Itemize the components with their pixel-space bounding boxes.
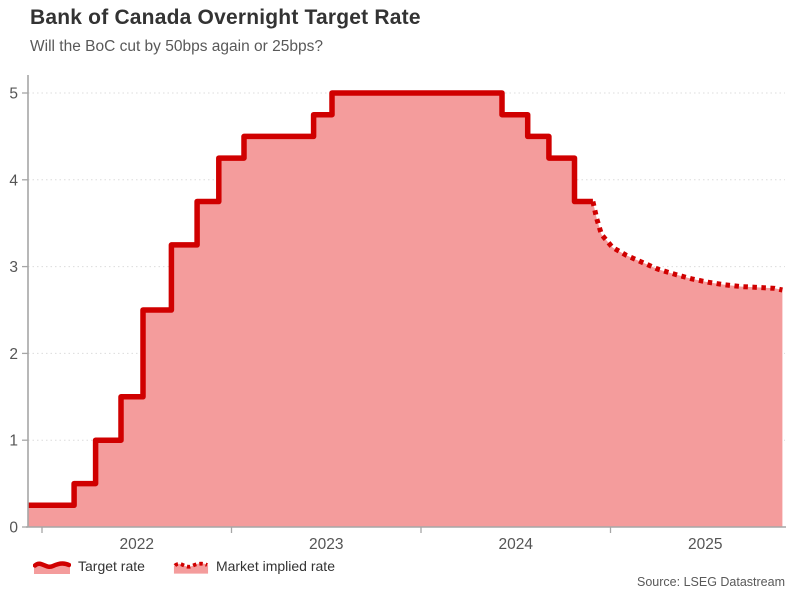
legend-item-target-rate: Target rate [33, 557, 145, 575]
target-rate-swatch-icon [33, 561, 71, 574]
legend-label-target-rate: Target rate [78, 558, 145, 574]
y-tick-label-0: 0 [9, 520, 18, 537]
y-tick-label-2: 2 [9, 346, 18, 363]
legend-item-market-implied-rate: Market implied rate [173, 557, 335, 575]
legend: Target rate Market implied rate [33, 557, 335, 575]
y-tick-label-5: 5 [9, 86, 18, 103]
y-tick-label-4: 4 [9, 172, 18, 189]
market-implied-rate-swatch-icon [173, 561, 208, 574]
source-note: Source: LSEG Datastream [637, 575, 785, 589]
target-rate-line [28, 90, 593, 509]
x-tick-label-2023: 2023 [309, 536, 343, 553]
chart-title: Bank of Canada Overnight Target Rate [30, 6, 421, 29]
y-tick-label-1: 1 [9, 433, 18, 450]
x-tick-label-2025: 2025 [688, 536, 722, 553]
y-tick-label-3: 3 [9, 259, 18, 276]
x-tick-label-2024: 2024 [499, 536, 534, 553]
x-tick-label-2022: 2022 [120, 536, 154, 553]
market-implied-line [590, 200, 783, 293]
chart-subtitle: Will the BoC cut by 50bps again or 25bps… [30, 38, 323, 55]
legend-label-market-implied-rate: Market implied rate [215, 558, 335, 574]
